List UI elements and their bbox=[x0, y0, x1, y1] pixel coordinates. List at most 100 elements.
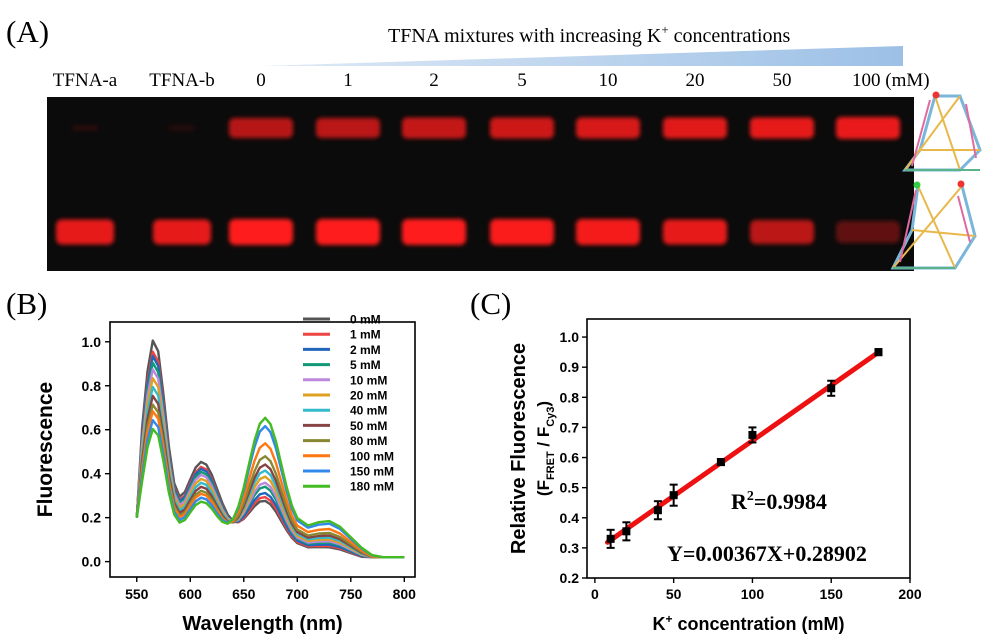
x-tick-label: 750 bbox=[339, 586, 363, 602]
gel-band-top bbox=[229, 118, 293, 138]
y-tick-label: 0.4 bbox=[560, 510, 580, 526]
lane-labels: TFNA-a TFNA-b 0 1 2 5 10 20 50 100 (mM) bbox=[53, 70, 930, 91]
fit-equation: Y=0.00367X+0.28902 bbox=[667, 541, 867, 566]
panel-a-title-suffix: concentrations bbox=[669, 25, 791, 47]
panel-b-label: (B) bbox=[6, 286, 47, 321]
y-tick-label: 0.8 bbox=[82, 378, 102, 394]
plot-frame bbox=[586, 318, 911, 579]
data-point bbox=[653, 506, 662, 515]
panel-a-title-prefix: TFNA mixtures with increasing K bbox=[388, 25, 662, 47]
legend-entry: 20 mM bbox=[350, 389, 387, 403]
legend-entry: 1 mM bbox=[350, 328, 381, 342]
gel-band-top bbox=[402, 117, 466, 139]
y-tick-label: 1.0 bbox=[560, 329, 580, 345]
y-axis-label-part: Cy3 bbox=[545, 407, 557, 427]
legend-entry: 150 mM bbox=[350, 465, 394, 479]
y-tick-label: 0.2 bbox=[82, 510, 102, 526]
y-tick-label: 0.0 bbox=[82, 554, 102, 570]
x-tick-label: 600 bbox=[179, 586, 203, 602]
spectrum-line bbox=[135, 416, 405, 559]
lane-label: 2 bbox=[429, 70, 439, 91]
lane-label: 50 bbox=[773, 70, 792, 91]
gel-band-bottom bbox=[153, 219, 211, 245]
data-point bbox=[748, 430, 757, 439]
x-tick-label: 0 bbox=[591, 586, 599, 602]
lane-label: TFNA-a bbox=[53, 70, 118, 91]
nanostructure-bottom bbox=[890, 180, 977, 270]
legend-entry: 5 mM bbox=[350, 358, 381, 372]
lane-label: 0 bbox=[256, 70, 266, 91]
y-tick-label: 1.0 bbox=[82, 334, 102, 350]
gel-band-top bbox=[663, 117, 727, 139]
legend-entry: 80 mM bbox=[350, 434, 387, 448]
data-point bbox=[827, 384, 836, 393]
r-squared-annotation: R2=0.9984 bbox=[731, 489, 827, 514]
fret-dye-dot bbox=[932, 91, 940, 99]
panel-a-label: (A) bbox=[6, 14, 49, 49]
y-axis-label-sub: (FFRET / FCy3) bbox=[534, 401, 557, 496]
lane-label: TFNA-b bbox=[149, 70, 214, 91]
panel-c: (C) 0 50 100 150 200 0.2 0.3 0.4 0.5 0.6 0.7 0.8 0.9… bbox=[470, 286, 922, 634]
y-axis-label-part: ) bbox=[534, 401, 553, 407]
gel-band-top bbox=[71, 125, 99, 131]
x-tick-label: 200 bbox=[898, 586, 922, 602]
legend-entry: 0 mM bbox=[350, 313, 381, 327]
legend-entry: 10 mM bbox=[350, 373, 387, 387]
x-tick-label: 550 bbox=[125, 586, 149, 602]
y-tick-label: 0.9 bbox=[560, 359, 580, 375]
y-axis-label-part: FRET bbox=[545, 451, 557, 480]
data-point bbox=[716, 458, 725, 467]
y-tick-label: 0.3 bbox=[560, 540, 580, 556]
y-tick-label: 0.7 bbox=[560, 419, 580, 435]
data-point bbox=[874, 348, 883, 357]
y-tick-label: 0.2 bbox=[560, 570, 580, 586]
gel-band-bottom bbox=[576, 219, 640, 245]
lane-label: 5 bbox=[517, 70, 527, 91]
x-tick-label: 700 bbox=[286, 586, 310, 602]
x-tick-label: 150 bbox=[820, 586, 844, 602]
concentration-wedge bbox=[262, 46, 903, 66]
lane-label: 20 bbox=[686, 70, 705, 91]
gel-band-bottom bbox=[490, 219, 554, 245]
panel-c-label: (C) bbox=[470, 286, 511, 321]
nanostructure-top bbox=[902, 91, 982, 172]
r-squared-prefix: R bbox=[731, 489, 748, 514]
plot-frame bbox=[109, 321, 416, 578]
legend-entry: 2 mM bbox=[350, 343, 381, 357]
x-axis-label: Wavelength (nm) bbox=[182, 613, 342, 635]
fit-line bbox=[604, 349, 881, 545]
x-tick-label: 50 bbox=[666, 586, 682, 602]
gel-band-bottom bbox=[56, 219, 114, 245]
cy5-dye-dot bbox=[957, 180, 965, 188]
x-tick-label: 800 bbox=[393, 586, 417, 602]
gel-band-bottom bbox=[402, 219, 466, 245]
gel-band-top bbox=[836, 117, 900, 139]
panel-a: (A) TFNA mixtures with increasing K+ con… bbox=[6, 14, 982, 271]
r-squared-sup: 2 bbox=[747, 489, 754, 504]
y-tick-label: 0.8 bbox=[560, 389, 580, 405]
lane-label: 100 (mM) bbox=[852, 70, 930, 91]
y-axis-label: Fluorescence bbox=[34, 382, 57, 517]
panel-a-title: TFNA mixtures with increasing K+ concent… bbox=[388, 22, 790, 47]
y-axis-label-part: (F bbox=[534, 480, 553, 496]
gel-bands bbox=[56, 117, 900, 245]
x-axis-label: K+ concentration (mM) bbox=[652, 612, 844, 634]
y-tick-label: 0.6 bbox=[82, 422, 102, 438]
gel-band-bottom bbox=[663, 219, 727, 245]
legend-entry: 50 mM bbox=[350, 419, 387, 433]
cy3-dye-dot bbox=[913, 181, 921, 189]
gel-band-bottom bbox=[750, 220, 814, 244]
gel-band-top bbox=[316, 118, 380, 138]
r-squared-value: =0.9984 bbox=[754, 489, 827, 514]
data-point bbox=[669, 491, 678, 500]
panel-b: (B) 550 600 650 700 750 800 0.0 0.2 0.4 0.6 0.8 1.0… bbox=[6, 286, 416, 635]
y-axis-label-part: / F bbox=[534, 427, 553, 452]
y-tick-label: 0.5 bbox=[560, 480, 580, 496]
x-tick-label: 650 bbox=[232, 586, 256, 602]
panel-a-title-sup: + bbox=[661, 22, 668, 37]
legend-entry: 180 mM bbox=[350, 480, 394, 494]
lane-label: 1 bbox=[343, 70, 353, 91]
legend-entry: 100 mM bbox=[350, 449, 394, 463]
dna-nanostructure-illustration bbox=[890, 91, 982, 270]
